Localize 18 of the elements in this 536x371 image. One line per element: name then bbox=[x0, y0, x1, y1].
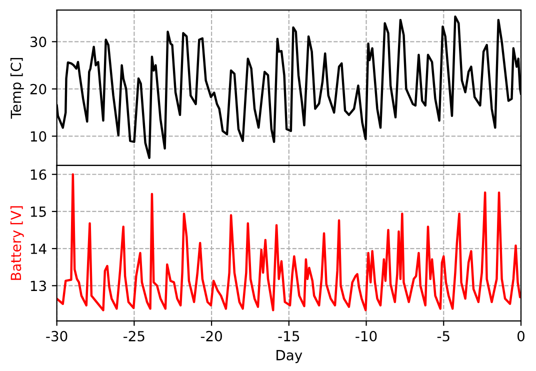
y-tick-label: 16 bbox=[30, 169, 46, 180]
x-tick-label: -30 bbox=[46, 330, 68, 342]
y-tick-label: 15 bbox=[30, 206, 46, 217]
y-tick-label: 30 bbox=[30, 36, 46, 48]
x-tick-label: 0 bbox=[517, 330, 524, 342]
x-tick-label: -20 bbox=[200, 330, 222, 342]
x-tick-label: -10 bbox=[356, 330, 377, 342]
line-series bbox=[56, 173, 521, 312]
y-tick-label: 13 bbox=[30, 280, 46, 292]
y-tick-label: 14 bbox=[30, 244, 46, 254]
x-tick-label: -5 bbox=[437, 331, 450, 342]
y-axis-title: Battery [V] bbox=[10, 206, 24, 280]
x-axis-title: Day bbox=[276, 350, 302, 364]
y-tick-label: 20 bbox=[30, 84, 46, 94]
x-tick-label: -15 bbox=[278, 331, 300, 342]
x-tick-label: -25 bbox=[124, 330, 144, 342]
y-tick-label: 10 bbox=[30, 131, 46, 142]
y-axis-title: Temp [C] bbox=[10, 58, 24, 119]
